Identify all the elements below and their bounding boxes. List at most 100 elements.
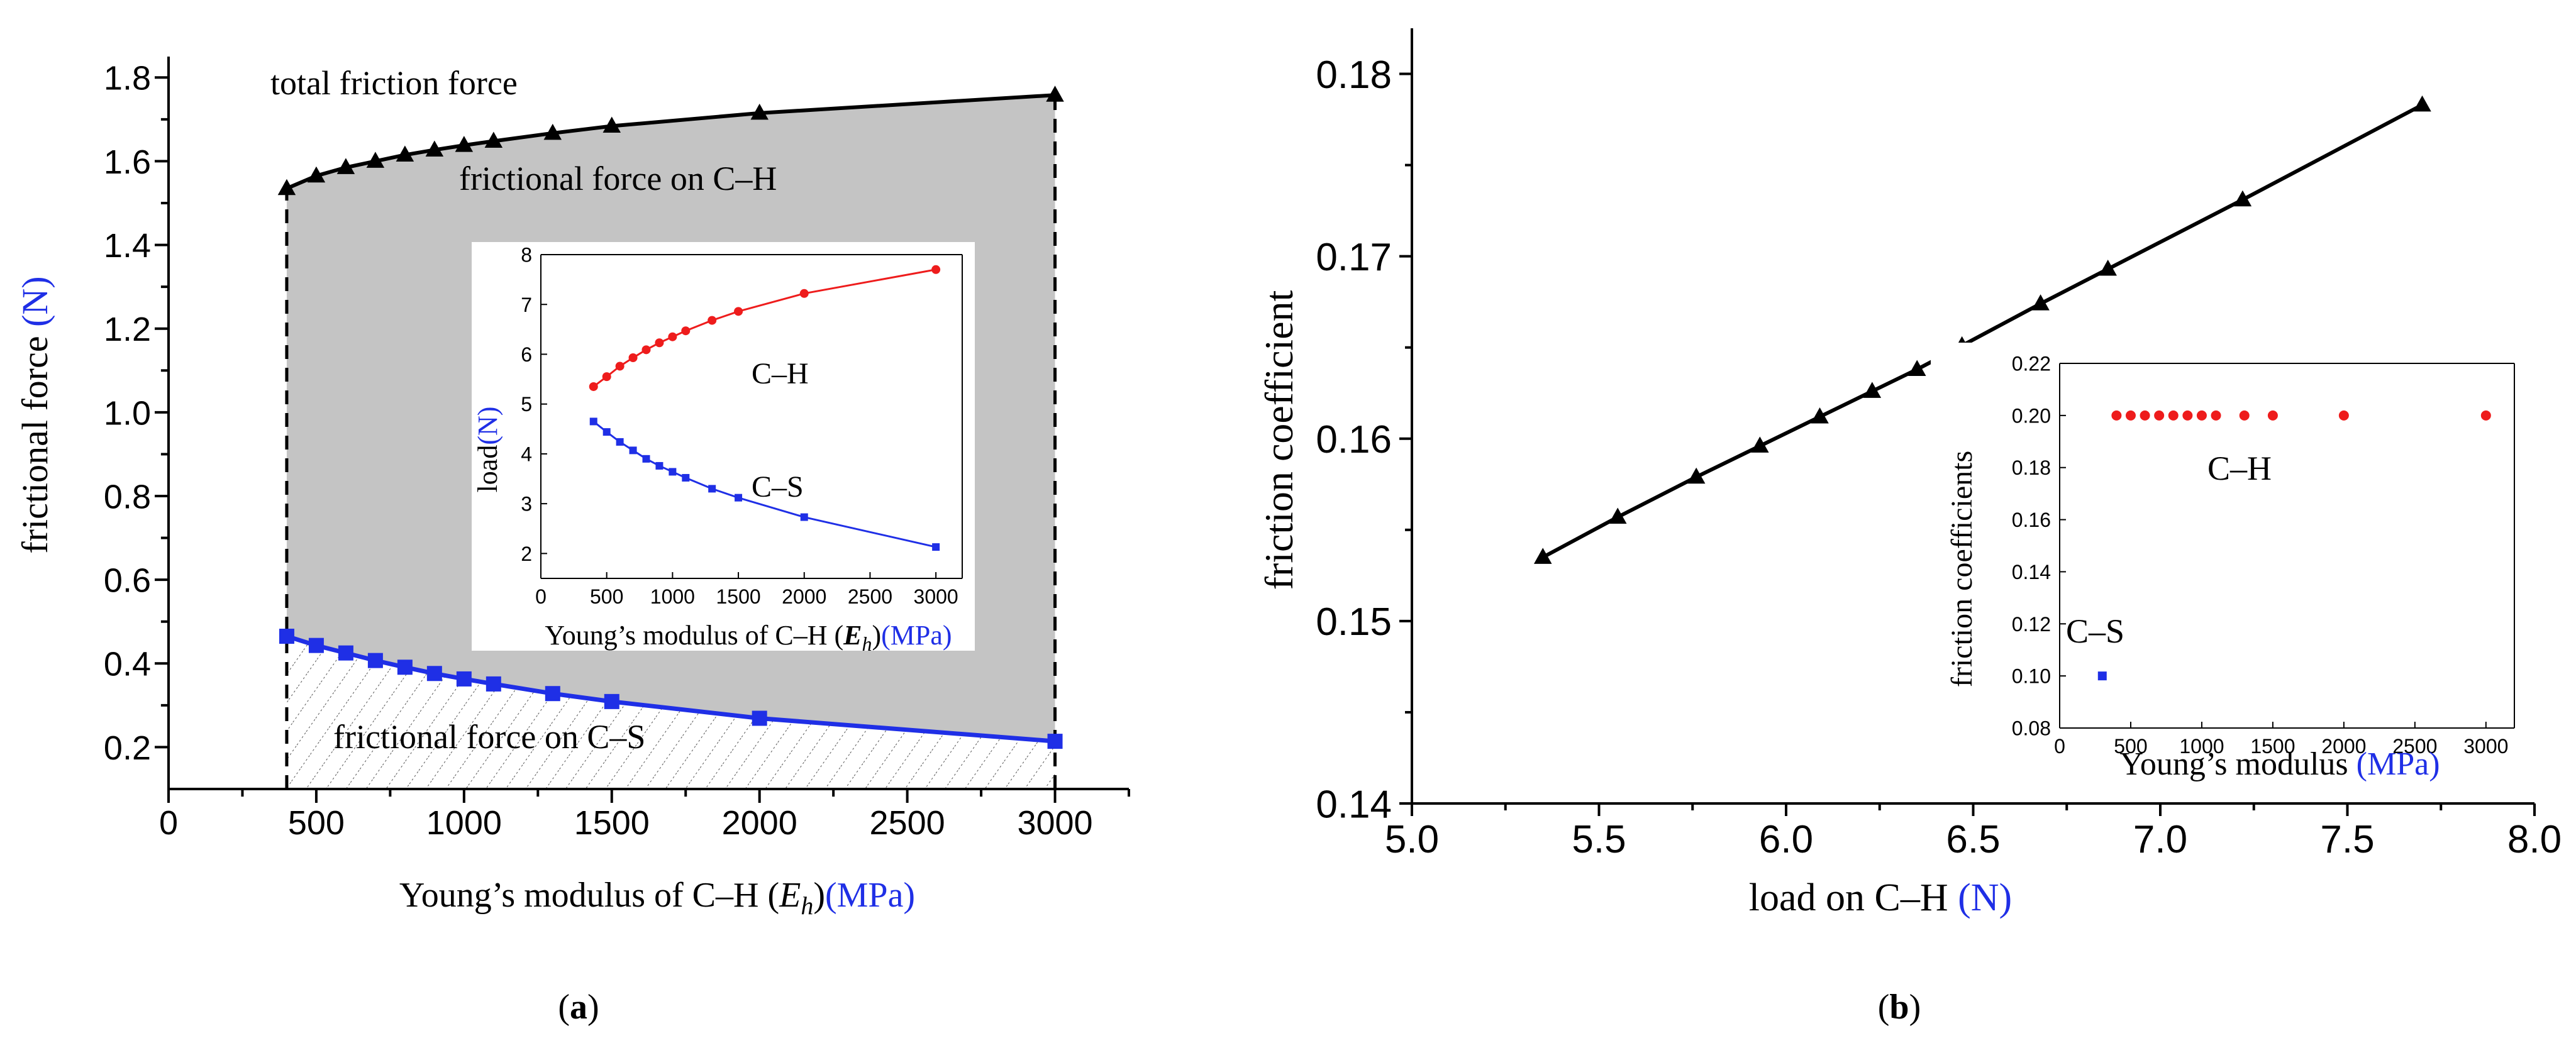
panel-a-x-tick-label: 3000 bbox=[1017, 804, 1092, 842]
series-total-friction-point bbox=[750, 103, 769, 120]
inset-a-series-cs-point bbox=[708, 485, 716, 493]
inset-a-series-ch-point bbox=[681, 326, 691, 336]
series-cs-friction-point bbox=[456, 671, 472, 687]
panel-b-x-tick-label: 8.0 bbox=[2507, 818, 2562, 861]
inset-b-series-ch-point bbox=[2267, 410, 2278, 421]
panel-a-y-tick-label: 1.0 bbox=[104, 394, 151, 432]
caption-b: (b) bbox=[1878, 988, 1921, 1027]
inset-a-y-tick-label: 8 bbox=[521, 244, 532, 267]
series-total-friction-point bbox=[277, 179, 296, 196]
inset-b-y-tick-label: 0.16 bbox=[2012, 509, 2051, 531]
caption-a: (a) bbox=[558, 988, 599, 1027]
series-total-friction-point bbox=[396, 145, 414, 162]
panel-a-y-tick-label: 0.2 bbox=[104, 729, 151, 767]
panel-a-x-tick-label: 1500 bbox=[574, 804, 650, 842]
panel-a-y-tick-label: 0.6 bbox=[104, 562, 151, 600]
panel-a-x-tick-label: 0 bbox=[159, 804, 178, 842]
series-friction-coefficient-point bbox=[1908, 360, 1926, 377]
inset-a-y-tick-label: 4 bbox=[521, 443, 532, 465]
inset-b-y-axis-label: friction coefficients bbox=[1945, 451, 1979, 687]
panel-b-y-tick-label: 0.15 bbox=[1316, 600, 1392, 644]
inset-b-y-tick-label: 0.20 bbox=[2012, 404, 2051, 427]
panel-a-x-tick-label: 2500 bbox=[870, 804, 945, 842]
series-cs-friction-point bbox=[397, 659, 413, 675]
inset-a-x-tick-label: 2000 bbox=[782, 585, 826, 608]
panel-b-inset-plot: 0 500 1000 1500 2000 2500 3000 0.08 0.10 0.12 0.14… bbox=[2012, 353, 2515, 758]
inset-b-y-tick-label: 0.18 bbox=[2012, 456, 2051, 479]
panel-a-x-tick-label: 500 bbox=[288, 804, 345, 842]
series-total-friction-point bbox=[307, 166, 326, 183]
panel-b-x-tick-label: 7.0 bbox=[2133, 818, 2187, 861]
panel-b-y-tick-label: 0.18 bbox=[1316, 53, 1392, 97]
inset-a-series-ch-point bbox=[708, 316, 717, 325]
inset-a-series-cs-point bbox=[932, 543, 940, 551]
inset-a-x-tick-label: 1500 bbox=[716, 585, 760, 608]
series-cs-friction-point bbox=[604, 693, 619, 709]
series-cs-friction-point bbox=[426, 666, 442, 682]
inset-a-series-ch-point bbox=[602, 372, 611, 382]
inset-b-x-tick-label: 2000 bbox=[2321, 735, 2366, 758]
panel-a-y-tick-label: 1.6 bbox=[104, 143, 151, 181]
series-total-friction-point bbox=[543, 123, 562, 140]
inset-a-series-ch-point bbox=[655, 338, 664, 348]
inset-b-y-tick-label: 0.10 bbox=[2012, 665, 2051, 688]
inset-a-y-tick-label: 6 bbox=[521, 343, 532, 366]
panel-a-y-tick-label: 1.4 bbox=[104, 227, 151, 265]
panel-b-x-tick-label: 5.5 bbox=[1572, 818, 1626, 861]
inset-b-series-ch-point bbox=[2480, 410, 2491, 421]
inset-a-label-cs: C–S bbox=[752, 470, 804, 504]
series-total-friction-point bbox=[366, 152, 385, 168]
inset-b-x-tick-label: 500 bbox=[2114, 735, 2147, 758]
inset-b-series-cs-point bbox=[2097, 671, 2107, 681]
series-friction-coefficient-line bbox=[1541, 103, 2423, 559]
annotation-frictional-force-cs: frictional force on C–S bbox=[333, 718, 645, 756]
inset-b-x-axis-label: Young’s modulus (MPa) bbox=[2119, 746, 2440, 782]
region-frictional-force-cs bbox=[286, 636, 1055, 789]
panel-a-y-tick-label: 0.4 bbox=[104, 646, 151, 683]
panel-b-chart: 5.0 5.5 6.0 6.5 7.0 7.5 8.0 0.14 0.15 0.16 0.17 0.1… bbox=[1257, 28, 2566, 1027]
panel-b-x-tick-label: 6.5 bbox=[1946, 818, 2000, 861]
inset-b-series-ch-point bbox=[2125, 410, 2136, 421]
panel-a-chart: 0 500 1000 1500 2000 2500 3000 0.2 0.4 0.6 0.8 1.0 1… bbox=[14, 57, 1130, 1027]
series-cs-friction-point bbox=[279, 629, 294, 644]
inset-a-series-cs-point bbox=[589, 417, 597, 426]
series-friction-coefficient-point bbox=[2099, 259, 2117, 276]
panel-a-x-axis-label: Young’s modulus of C–H (Eh)(MPa) bbox=[399, 876, 915, 920]
inset-a-series-ch-point bbox=[734, 307, 743, 316]
inset-b-series-ch-point bbox=[2196, 410, 2207, 421]
inset-b-series-ch-point bbox=[2140, 410, 2150, 421]
inset-a-x-tick-label: 1000 bbox=[650, 585, 695, 608]
inset-b-y-tick-label: 0.22 bbox=[2012, 353, 2051, 375]
inset-a-y-tick-label: 7 bbox=[521, 294, 532, 316]
series-friction-coefficient-point bbox=[1687, 467, 1706, 484]
inset-b-series-ch-point bbox=[2154, 410, 2165, 421]
inset-a-label-ch: C–H bbox=[752, 357, 809, 390]
inset-a-x-tick-label: 0 bbox=[535, 585, 547, 608]
panel-a-y-axis-label: frictional force (N) bbox=[14, 276, 55, 553]
inset-a-x-axis-label: Young’s modulus of C–H (Eh)(MPa) bbox=[545, 620, 952, 655]
panel-b-x-axis-label: load on C–H (N) bbox=[1749, 876, 2012, 919]
inset-b-y-tick-label: 0.12 bbox=[2012, 613, 2051, 636]
series-friction-coefficient-point bbox=[2233, 190, 2252, 207]
inset-a-series-cs-point bbox=[655, 461, 663, 470]
panel-b-y-tick-label: 0.14 bbox=[1316, 783, 1392, 826]
inset-a-series-ch-point bbox=[589, 382, 598, 391]
inset-a-series-cs-point bbox=[735, 494, 743, 502]
inset-a-y-tick-label: 2 bbox=[521, 543, 532, 565]
series-total-friction-point bbox=[455, 136, 474, 152]
inset-b-y-tick-label: 0.08 bbox=[2012, 717, 2051, 740]
inset-b-y-tick-label: 0.14 bbox=[2012, 561, 2051, 583]
panel-a-x-tick-label: 2000 bbox=[722, 804, 797, 842]
inset-b-series-ch-point bbox=[2111, 410, 2122, 421]
series-total-friction-point bbox=[602, 116, 621, 133]
series-total-friction-point bbox=[336, 158, 355, 174]
inset-b-series-ch-point bbox=[2239, 410, 2250, 421]
inset-a-series-ch-point bbox=[615, 361, 625, 371]
series-friction-coefficient-point bbox=[2413, 95, 2431, 112]
panel-b-x-tick-label: 7.5 bbox=[2320, 818, 2374, 861]
inset-a-y-tick-label: 3 bbox=[521, 493, 532, 516]
inset-b-x-tick-label: 0 bbox=[2054, 735, 2065, 758]
series-friction-coefficient-point bbox=[1751, 436, 1769, 453]
panel-a-y-tick-label: 0.8 bbox=[104, 478, 151, 516]
